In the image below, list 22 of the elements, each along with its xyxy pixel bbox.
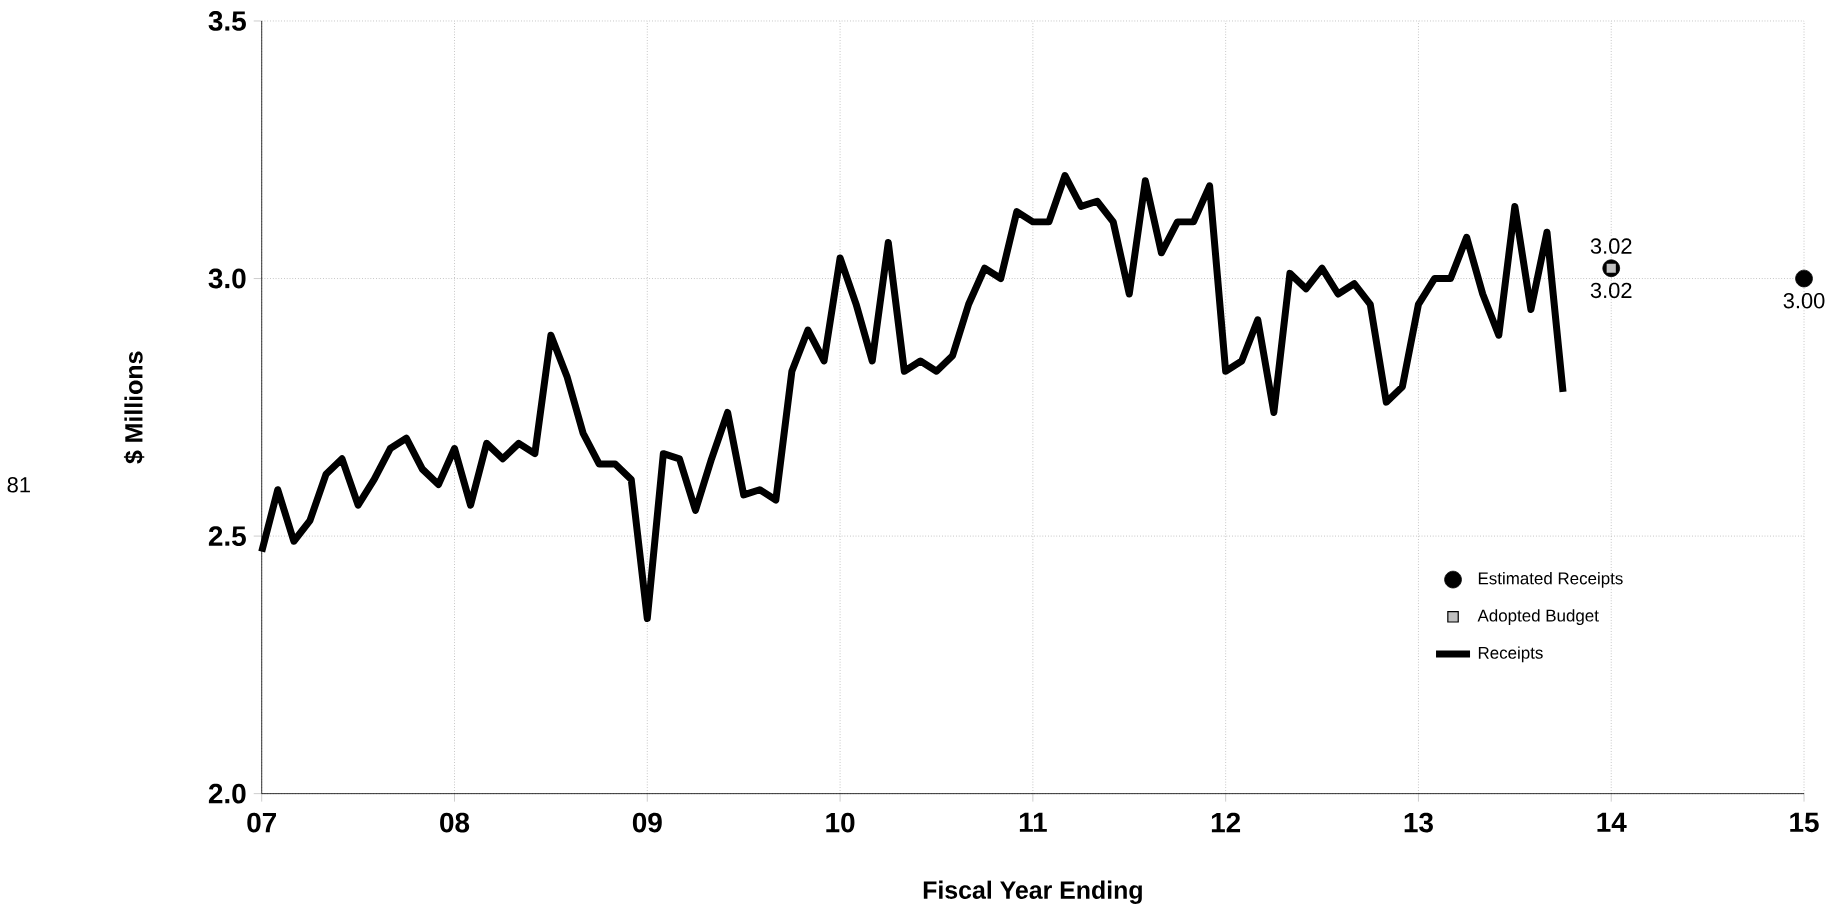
- legend-label: Receipts: [1478, 646, 1543, 663]
- text: 81: [7, 477, 30, 493]
- data-label: 3.02: [1590, 238, 1632, 255]
- y-tick-label: 2.5: [208, 526, 246, 547]
- x-tick-label: 12: [1211, 812, 1241, 833]
- data-label: 3.00: [1783, 293, 1825, 309]
- y-tick-label: 3.0: [208, 268, 246, 289]
- x-tick-label: 13: [1404, 812, 1433, 833]
- x-tick-label: 11: [1019, 812, 1047, 833]
- y-tick-label: 2.0: [208, 783, 246, 804]
- x-tick-label: 08: [440, 812, 470, 833]
- x-tick-label: 10: [826, 812, 855, 833]
- x-tick-label: 15: [1790, 812, 1819, 833]
- x-tick-label: 09: [632, 812, 662, 833]
- legend-label: Adopted Budget: [1477, 609, 1599, 626]
- x-axis-title: Fiscal Year Ending: [923, 880, 1142, 905]
- y-axis-title: $ Millions: [123, 351, 145, 464]
- data-label: 3.02: [1590, 282, 1632, 299]
- legend-label: Estimated Receipts: [1478, 572, 1623, 588]
- x-tick-label: 14: [1597, 812, 1627, 833]
- y-tick-label: 3.5: [208, 11, 246, 32]
- x-tick-label: 07: [247, 812, 276, 833]
